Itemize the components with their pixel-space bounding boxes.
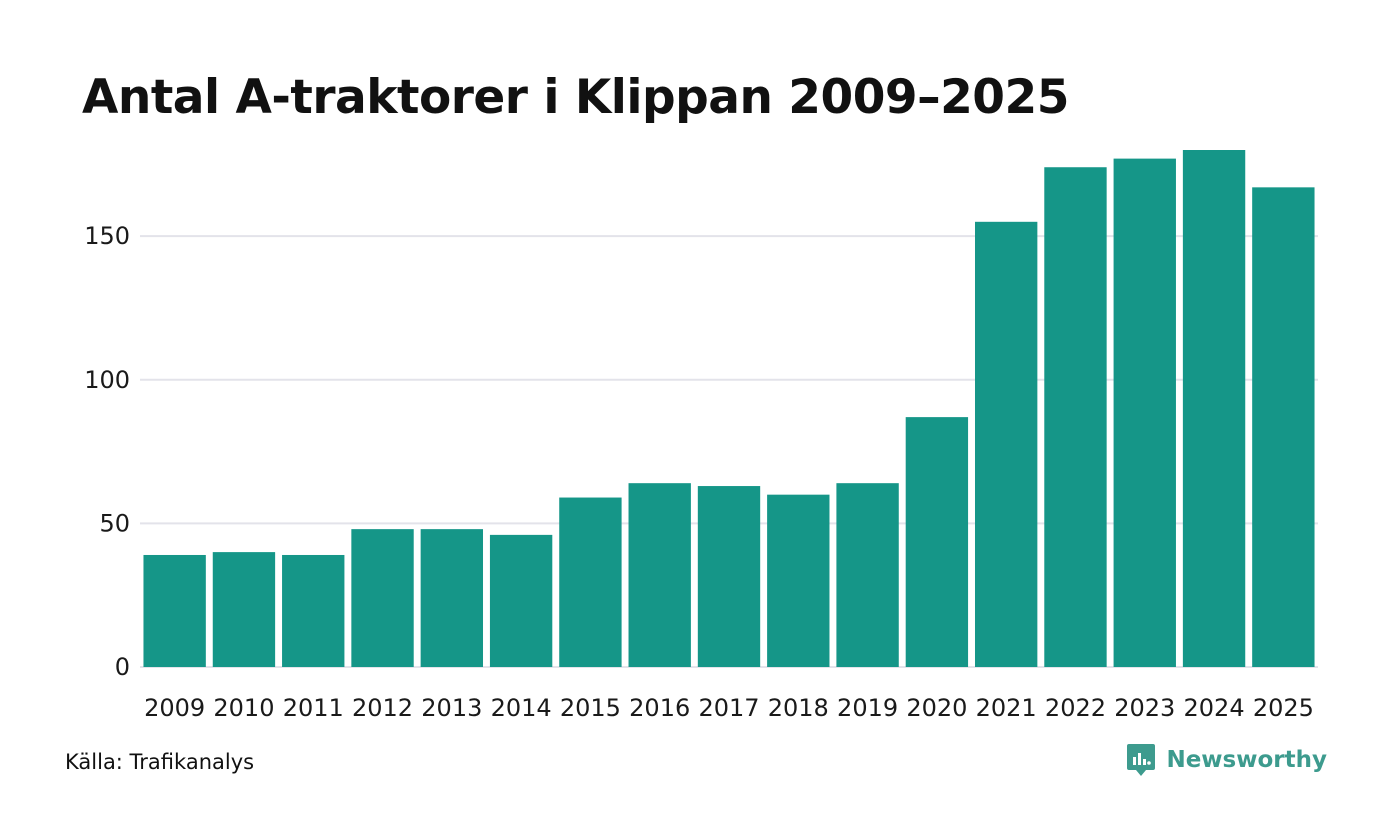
bar-2011 (282, 554, 345, 667)
x-tick-label: 2024 (1184, 694, 1245, 722)
bar-2024 (1182, 150, 1246, 667)
y-tick-label: 150 (84, 222, 130, 250)
x-tick-label: 2009 (144, 694, 205, 722)
x-tick-label: 2017 (698, 694, 759, 722)
bar-2022 (1044, 167, 1107, 667)
bar-2019 (836, 483, 899, 667)
y-tick-label: 100 (84, 366, 130, 394)
x-tick-label: 2021 (976, 694, 1037, 722)
x-tick-label: 2014 (491, 694, 552, 722)
bar-2023 (1113, 158, 1176, 667)
bar-2012 (351, 529, 414, 667)
bar-2015 (559, 497, 622, 667)
y-tick-label: 50 (99, 509, 130, 537)
x-tick-label: 2018 (768, 694, 829, 722)
x-tick-label: 2012 (352, 694, 413, 722)
x-tick-label: 2010 (213, 694, 274, 722)
y-tick-label: 0 (115, 653, 130, 681)
source-note: Källa: Trafikanalys (65, 750, 255, 774)
newsworthy-logo-icon (1127, 744, 1156, 776)
bar-2016 (628, 483, 691, 667)
x-tick-label: 2020 (906, 694, 967, 722)
bar-2009 (143, 554, 206, 667)
bar-2017 (697, 486, 761, 667)
x-tick-label: 2022 (1045, 694, 1106, 722)
brand-name: Newsworthy (1166, 747, 1327, 773)
chart-title: Antal A-traktorer i Klippan 2009–2025 (82, 70, 1069, 125)
x-tick-label: 2019 (837, 694, 898, 722)
x-tick-label: 2023 (1114, 694, 1175, 722)
bar-2013 (420, 529, 484, 667)
bar-2021 (974, 221, 1038, 668)
bar-2025 (1252, 187, 1315, 668)
bar-2020 (905, 417, 969, 667)
bar-2014 (489, 534, 553, 667)
x-tick-label: 2016 (629, 694, 690, 722)
x-tick-label: 2025 (1253, 694, 1314, 722)
bar-2010 (212, 552, 276, 667)
brand-logo: Newsworthy (1126, 742, 1327, 778)
bar-2018 (767, 494, 830, 667)
x-tick-label: 2011 (283, 694, 344, 722)
x-tick-label: 2013 (421, 694, 482, 722)
x-tick-label: 2015 (560, 694, 621, 722)
